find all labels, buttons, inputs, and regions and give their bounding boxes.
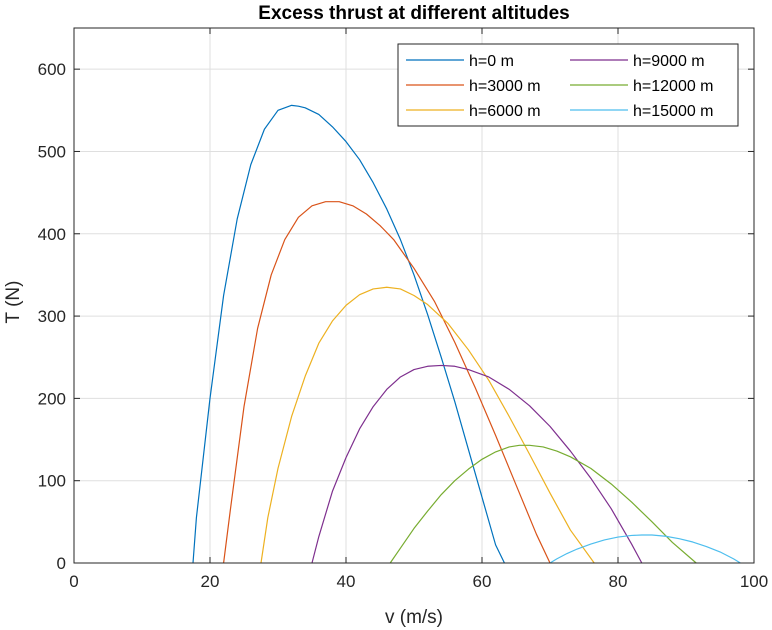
x-tick-label: 0 xyxy=(69,572,78,591)
axes xyxy=(73,27,755,564)
series-line-1 xyxy=(223,201,551,564)
legend-label-1: h=3000 m xyxy=(469,78,541,95)
x-tick-label: 60 xyxy=(473,572,492,591)
legend-label-5: h=15000 m xyxy=(633,103,714,120)
chart-title: Excess thrust at different altitudes xyxy=(258,3,569,24)
y-tick-label: 300 xyxy=(38,307,66,326)
legend-label-3: h=9000 m xyxy=(633,53,705,70)
legend-label-2: h=6000 m xyxy=(469,103,541,120)
tick-labels: 0 20 40 60 80 100 0 100 200 300 400 500 600 xyxy=(38,60,769,591)
legend-label-0: h=0 m xyxy=(469,53,514,70)
x-tick-label: 40 xyxy=(337,572,356,591)
y-tick-label: 100 xyxy=(38,472,66,491)
x-tick-label: 80 xyxy=(609,572,628,591)
y-tick-label: 400 xyxy=(38,225,66,244)
x-axis-label: v (m/s) xyxy=(385,607,443,628)
legend: h=0 m h=3000 m h=6000 m h=9000 m h=12000 m h=… xyxy=(397,43,739,127)
legend-label-4: h=12000 m xyxy=(633,78,714,95)
y-axis-label: T (N) xyxy=(3,281,24,324)
series-line-3 xyxy=(311,364,643,564)
series-line-0 xyxy=(192,104,505,564)
y-tick-label: 200 xyxy=(38,389,66,408)
y-tick-label: 0 xyxy=(57,554,66,573)
x-tick-label: 20 xyxy=(201,572,220,591)
series-line-4 xyxy=(389,444,697,564)
series-lines xyxy=(192,104,741,564)
axes-box xyxy=(73,27,755,564)
y-tick-label: 600 xyxy=(38,60,66,79)
x-tick-label: 100 xyxy=(740,572,768,591)
series-line-5 xyxy=(549,534,741,564)
series-line-2 xyxy=(260,286,595,564)
y-tick-label: 500 xyxy=(38,142,66,161)
